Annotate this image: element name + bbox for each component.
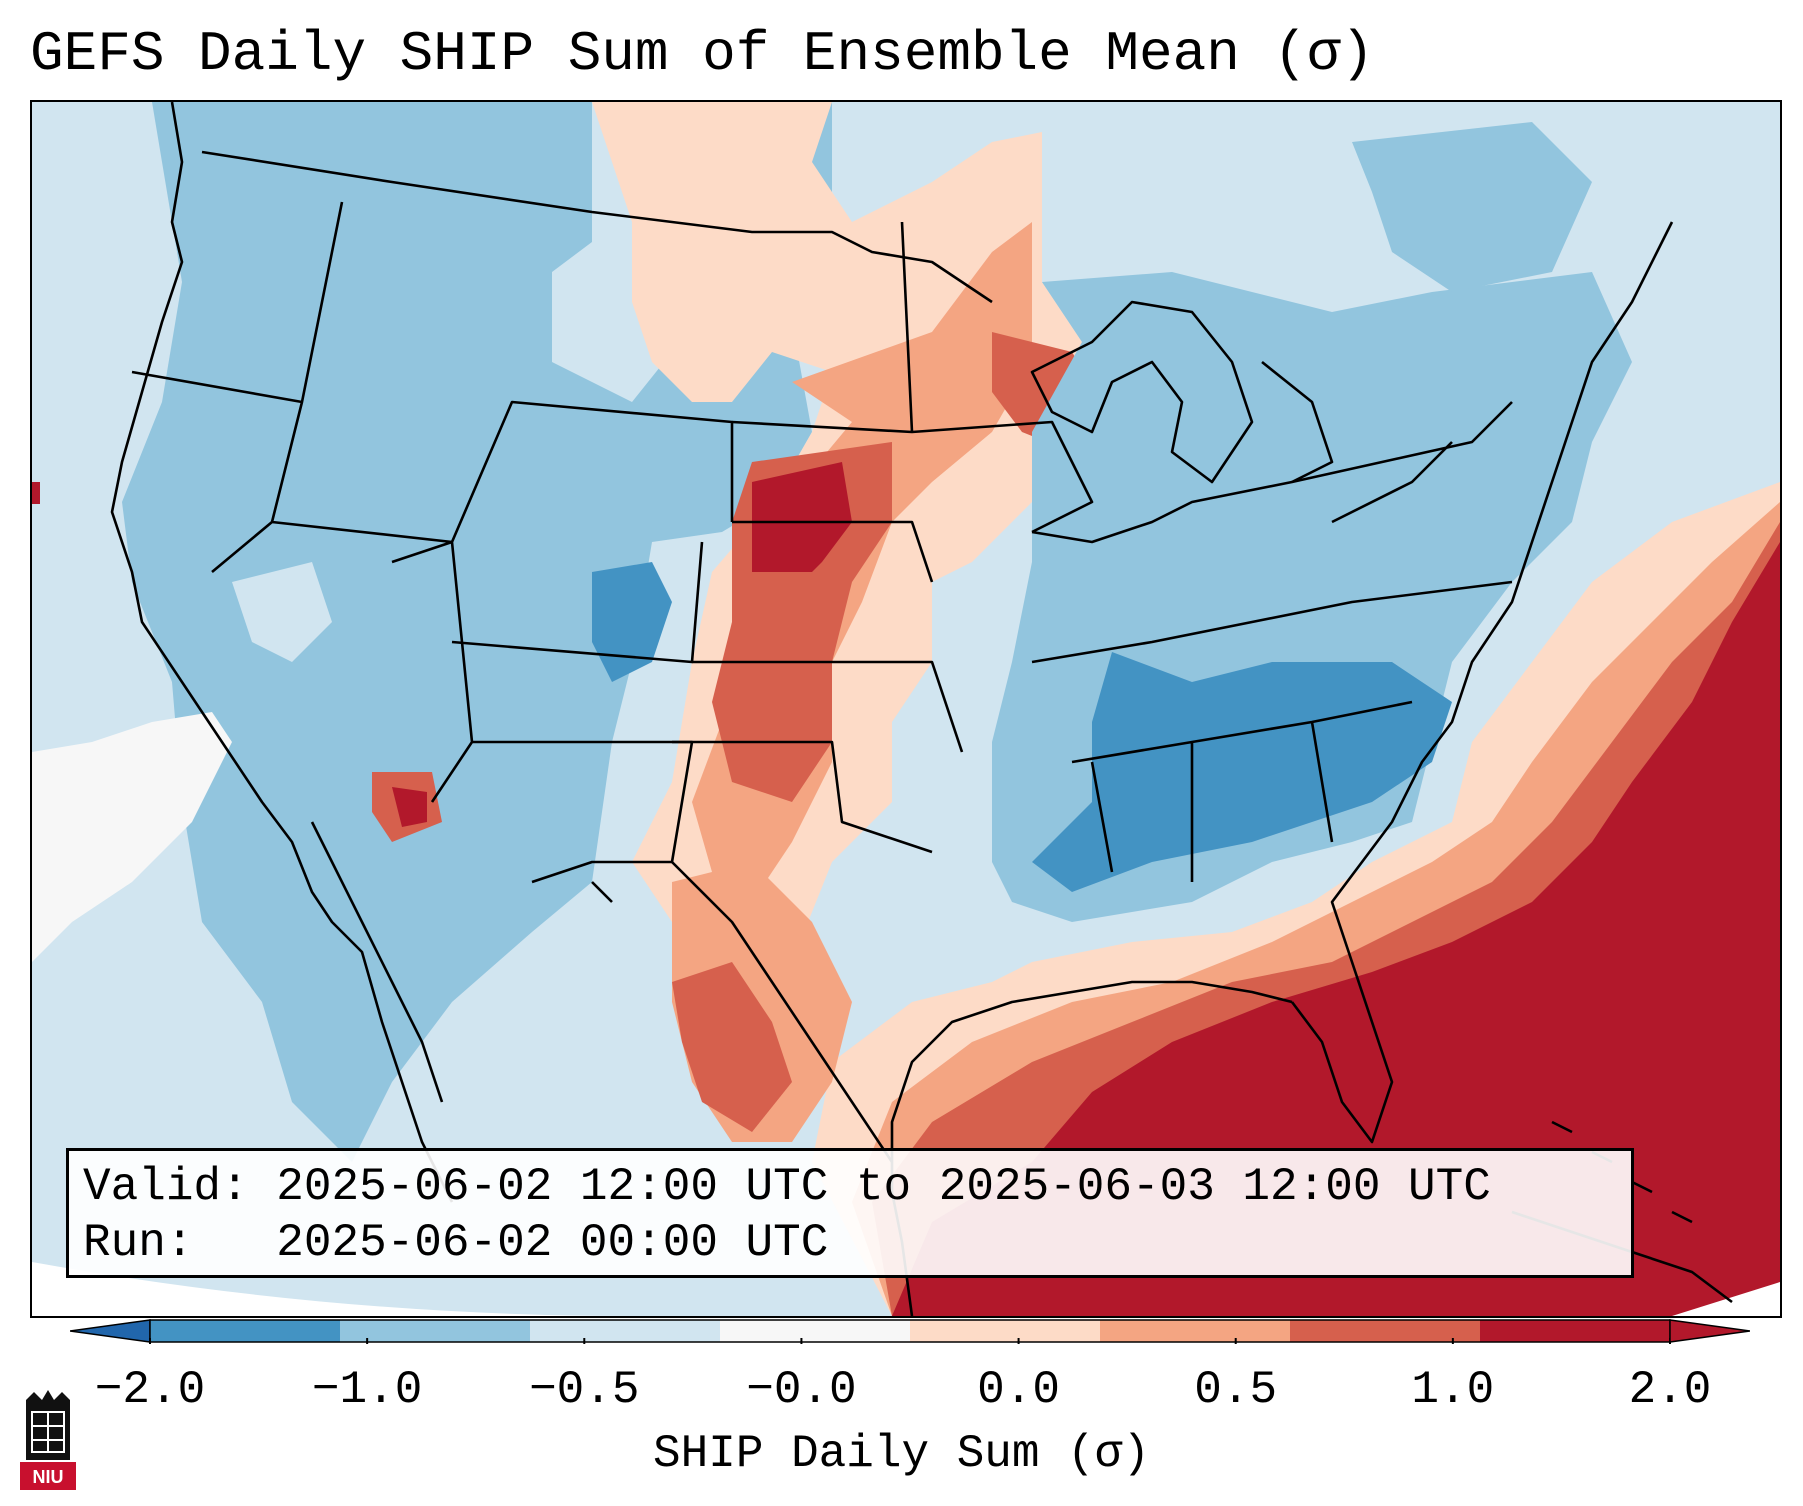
anomaly-sw-dark [392, 787, 427, 827]
map-canvas [32, 102, 1780, 1316]
anomaly-colorado-blue [592, 562, 672, 682]
colorbar-segment [1100, 1320, 1290, 1342]
run-label: Run: [83, 1217, 194, 1269]
colorbar-tick-label: −0.0 [746, 1364, 857, 1416]
colorbar-segment [150, 1320, 340, 1342]
anomaly-west-light [232, 562, 332, 662]
west-coast [110, 102, 454, 1203]
colorbar-segment [1290, 1320, 1480, 1342]
colorbar-tick-label: 0.5 [1194, 1364, 1278, 1416]
anomaly-southeast-dark [1032, 652, 1452, 892]
validity-info-box: Valid: 2025-06-02 12:00 UTC to 2025-06-0… [66, 1148, 1634, 1278]
anomaly-west-blue [122, 102, 832, 1162]
colorbar-under-arrow [70, 1319, 151, 1343]
colorbar-segment [720, 1320, 910, 1342]
anomaly-northeast-blue [1352, 122, 1592, 292]
colorbar-over-arrow [1669, 1319, 1750, 1343]
svg-text:NIU: NIU [33, 1467, 64, 1487]
colorbar-segment [910, 1320, 1100, 1342]
colorbar [70, 1319, 1750, 1344]
colorbar-tick-label: 0.0 [977, 1364, 1060, 1416]
anomaly-kansas-dark [752, 462, 852, 572]
map-panel [30, 100, 1782, 1318]
valid-value: 2025-06-02 12:00 UTC to 2025-06-03 12:00… [276, 1161, 1491, 1213]
colorbar-tick-label: −0.5 [529, 1364, 640, 1416]
colorbar-tick-label: −1.0 [311, 1364, 423, 1416]
colorbar-label: SHIP Daily Sum (σ) [653, 1428, 1150, 1480]
niu-logo: NIU [20, 1390, 76, 1490]
state-lines-central [672, 221, 1094, 854]
valid-label: Valid: [83, 1161, 249, 1213]
colorbar-tick-label: 2.0 [1628, 1364, 1712, 1416]
anomaly-edge-red [32, 482, 40, 504]
state-lines-west [131, 201, 734, 884]
anomaly-texas-red [672, 962, 792, 1132]
colorbar-segment [530, 1320, 720, 1342]
colorbar-tick-label: 1.0 [1411, 1364, 1495, 1416]
colorbar-segment [340, 1320, 530, 1342]
map-title: GEFS Daily SHIP Sum of Ensemble Mean (σ) [30, 22, 1375, 86]
colorbar-tick-label: −2.0 [94, 1364, 206, 1416]
run-value: 2025-06-02 00:00 UTC [276, 1217, 829, 1269]
canada-us-border [201, 150, 993, 304]
texas-border [591, 861, 894, 1163]
baja [310, 821, 444, 1103]
great-lakes [1030, 300, 1453, 524]
projection-edge-pacific [32, 712, 232, 962]
colorbar-segment [1480, 1320, 1670, 1342]
east-coast [1290, 221, 1674, 1144]
projection-edge-bottom [32, 1262, 632, 1316]
anomaly-atlantic-dark [892, 542, 1780, 1316]
state-lines-east [1031, 401, 1513, 882]
